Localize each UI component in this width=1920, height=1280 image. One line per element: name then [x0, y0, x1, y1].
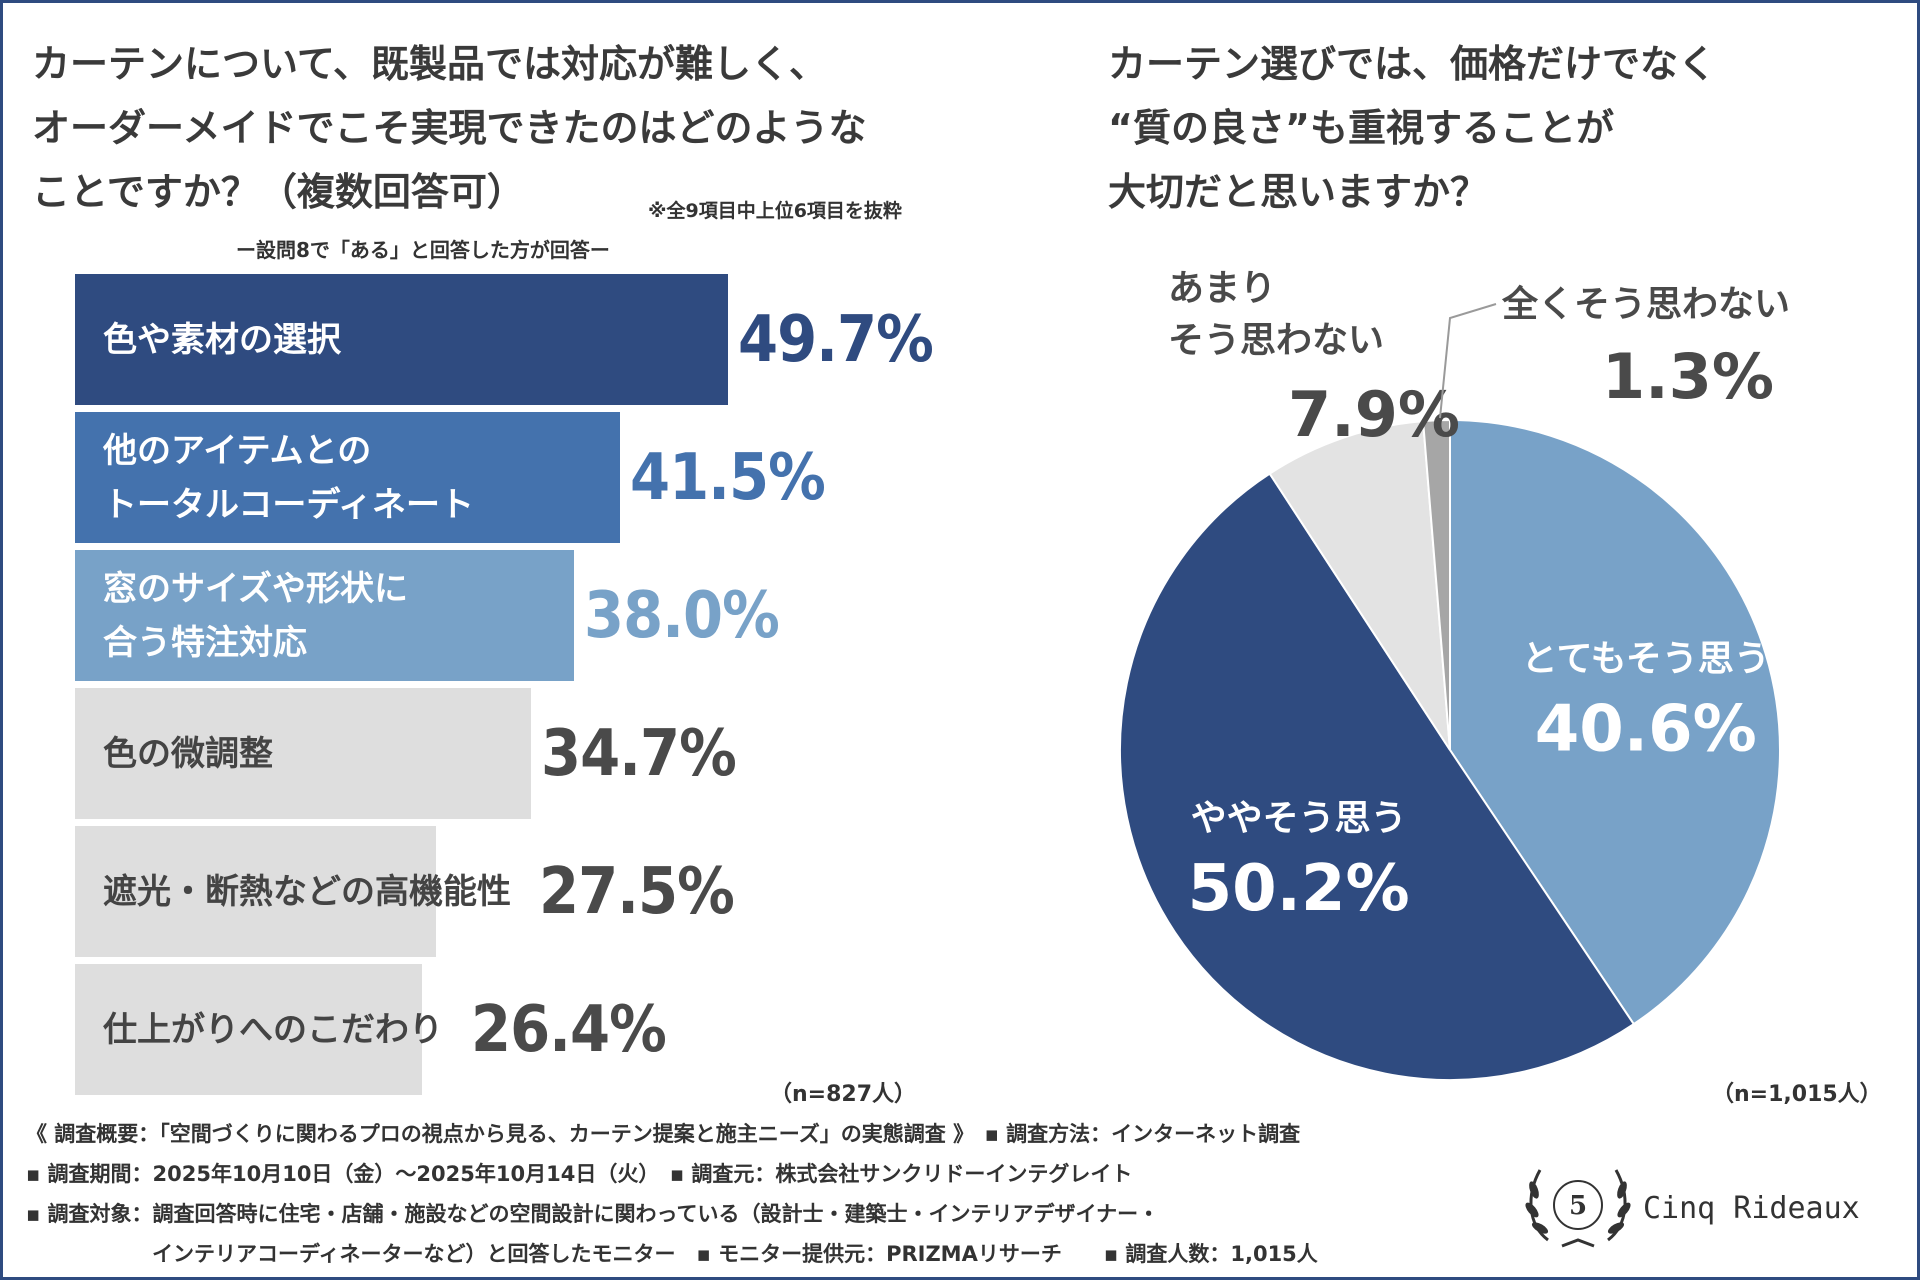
- bar-label: 色や素材の選択: [103, 313, 341, 367]
- bar-label: 窓のサイズや形状に 合う特注対応: [103, 562, 408, 670]
- footer-line: ▪ 調査期間：2025年10月10日（金）～2025年10月14日（火） ▪ 調…: [26, 1162, 1133, 1186]
- left-subtitle: ー設問8で「ある」と回答した方が回答ー: [236, 238, 610, 262]
- right-question-line: 大切だと思いますか？: [1108, 170, 1489, 214]
- bar-label: 色の微調整: [103, 727, 273, 781]
- bar-1: 色や素材の選択: [75, 274, 728, 405]
- bar-label-line: 他のアイテムとの: [103, 430, 372, 471]
- pie-slice-4: [1422, 418, 1451, 751]
- bar-value-label: 34.7%: [541, 716, 737, 791]
- bar-5: 遮光・断熱などの高機能性: [75, 826, 511, 957]
- bar-4: 色の微調整: [75, 688, 531, 819]
- right-question-line: カーテン選びでは、価格だけでなく: [1108, 42, 1717, 86]
- pie-slice-1: [1449, 418, 1781, 1026]
- badge-circle: [1553, 1180, 1603, 1230]
- footer-line: ▪ 調査対象：調査回答時に住宅・店舗・施設などの空間設計に関わっている（設計士・…: [26, 1202, 1160, 1226]
- bar-value-label: 49.7%: [738, 302, 934, 377]
- bar-2: 他のアイテムとのトータルコーディネート: [75, 412, 620, 543]
- bar-label: 遮光・断熱などの高機能性: [103, 865, 511, 919]
- left-question-line: カーテンについて、既製品では対応が難しく、: [32, 42, 827, 86]
- bar-label-line: トータルコーディネート: [103, 484, 474, 525]
- logo-text: Cinq Rideaux: [1643, 1191, 1860, 1226]
- pie-slice-value: 1.3%: [1602, 340, 1774, 413]
- bar-value-label: 38.0%: [584, 578, 780, 653]
- left-sample-size: （n=827人）: [770, 1082, 917, 1107]
- bar-value-label: 41.5%: [630, 440, 826, 515]
- pie-slice-label: とてもそう思う: [1522, 638, 1770, 679]
- bar-value-label: 26.4%: [471, 992, 667, 1067]
- footer-line: インテリアコーディネーターなど）と回答したモニター ▪ モニター提供元：PRIZ…: [152, 1242, 1318, 1266]
- left-question-line: オーダーメイドでこそ実現できたのはどのような: [32, 106, 867, 150]
- bar-6: 仕上がりへのこだわり: [75, 964, 443, 1095]
- badge-number: 5: [1569, 1191, 1587, 1221]
- pie-slice-3: [1268, 420, 1451, 751]
- bar-label-line: 色の微調整: [103, 733, 273, 774]
- footer-line: 《 調査概要：「空間づくりに関わるプロの視点から見る、カーテン提案と施主ニーズ」…: [26, 1122, 1301, 1146]
- pie-slice-value: 7.9%: [1288, 378, 1460, 451]
- pie-slice-value: 50.2%: [1188, 852, 1410, 926]
- right-sample-size: （n=1,015人）: [1712, 1082, 1882, 1107]
- pie-leader-line: [1439, 303, 1497, 419]
- left-question: カーテンについて、既製品では対応が難しく、 オーダーメイドでこそ実現できたのはど…: [32, 32, 1012, 224]
- bar-label: 他のアイテムとのトータルコーディネート: [103, 424, 474, 532]
- cinq-rideaux-logo: 5 Cinq Rideaux: [1525, 1169, 1860, 1248]
- pie-slice-label: そう思わない: [1168, 320, 1384, 361]
- pie-slice-2: [1119, 472, 1636, 1081]
- pie-slice-label: 全くそう思わない: [1501, 283, 1790, 325]
- pie-slice-label: ややそう思う: [1191, 798, 1407, 839]
- bar-label-line: 色や素材の選択: [103, 319, 341, 360]
- bar-label-line: 遮光・断熱などの高機能性: [103, 871, 511, 912]
- right-question-line: “質の良さ”も重視することが: [1108, 106, 1614, 150]
- bar-label: 仕上がりへのこだわり: [103, 1003, 443, 1057]
- pie-slice-label: あまり: [1168, 268, 1276, 309]
- left-question-line: ことですか？（複数回答可）: [32, 170, 525, 214]
- pie-slice-value: 40.6%: [1535, 692, 1757, 766]
- laurel-wreath-icon: [1525, 1169, 1631, 1248]
- bar-value-label: 27.5%: [539, 854, 735, 929]
- bar-3: 窓のサイズや形状に 合う特注対応: [75, 550, 574, 681]
- bar-label-line: 仕上がりへのこだわり: [103, 1009, 443, 1050]
- right-question: カーテン選びでは、価格だけでなく “質の良さ”も重視することが 大切だと思います…: [1108, 32, 1868, 224]
- bar-label-line: 合う特注対応: [103, 622, 307, 663]
- selection-note: ※全9項目中上位6項目を抜粋: [648, 200, 902, 222]
- bar-label-line: 窓のサイズや形状に: [103, 568, 408, 609]
